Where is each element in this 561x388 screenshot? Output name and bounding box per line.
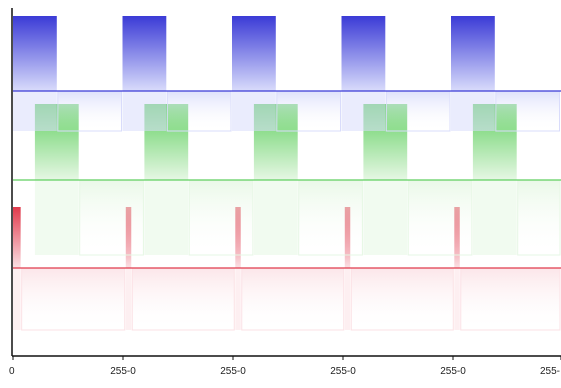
series-1-low-4 (385, 90, 451, 132)
x-tick-label-1: 0 (9, 366, 15, 377)
series-1-low-1 (57, 90, 122, 132)
series-1-pulse-4 (341, 16, 386, 91)
series-2-low-5 (517, 179, 561, 256)
series-3-low-1 (21, 267, 126, 331)
series-1-pulse-5 (451, 16, 495, 91)
series-3 (13, 207, 561, 331)
series-3-low-4 (350, 267, 454, 331)
series-3-pulse-shadow-5 (454, 268, 460, 330)
series-2-low-4 (407, 179, 473, 256)
series-1-low-2 (166, 90, 232, 132)
x-tick-label-3: 255-0 (220, 366, 246, 377)
series-2-pulse-shadow-5 (472, 180, 517, 255)
series-1-pulse-2 (122, 16, 167, 91)
series-1-pulse-shadow-1 (13, 91, 57, 131)
series-layer (13, 16, 561, 331)
x-tick-label-6: 255- (540, 366, 560, 377)
series-3-low-3 (241, 267, 345, 331)
series-2-low-2 (188, 179, 254, 256)
series-2-low-1 (79, 179, 144, 256)
axis-layer: 0 255-0 255-0 255-0 255-0 255- (9, 8, 561, 377)
series-1-pulse-shadow-4 (341, 91, 386, 131)
series-3-pulse-shadow-4 (344, 268, 351, 330)
series-1-low-3 (276, 90, 341, 132)
series-3-low-2 (131, 267, 235, 331)
series-1-pulse-shadow-2 (122, 91, 167, 131)
series-2-low-3 (298, 179, 363, 256)
series-1-pulse-shadow-3 (232, 91, 276, 131)
series-2-pulse-shadow-3 (253, 180, 298, 255)
series-3-pulse-shadow-3 (235, 268, 241, 330)
series-1 (13, 16, 561, 132)
series-2-pulse-shadow-1 (34, 180, 79, 255)
series-1-pulse-1 (13, 16, 57, 91)
series-2-pulse-shadow-2 (144, 180, 189, 255)
series-2-pulse-shadow-4 (363, 180, 408, 255)
series-3-low-5 (460, 267, 561, 331)
x-tick-label-2: 255-0 (110, 366, 136, 377)
x-tick-label-5: 255-0 (440, 366, 466, 377)
series-1-pulse-shadow-5 (451, 91, 495, 131)
series-3-pulse-shadow-2 (125, 268, 132, 330)
series-1-low-5 (495, 90, 560, 132)
series-3-pulse-shadow-1 (13, 268, 21, 330)
x-tick-label-4: 255-0 (330, 366, 356, 377)
series-3-pulse-1 (13, 207, 21, 268)
series-1-pulse-3 (232, 16, 276, 91)
